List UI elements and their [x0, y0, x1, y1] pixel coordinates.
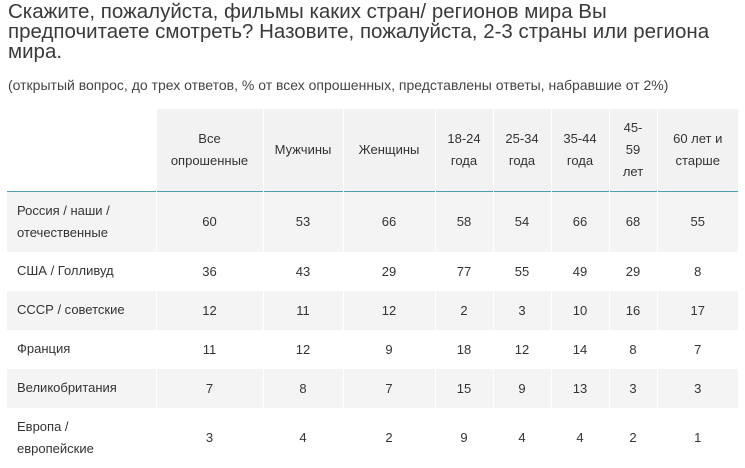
table-cell: 7 [656, 329, 738, 369]
column-header: Женщины [342, 109, 435, 192]
table-cell: 53 [262, 191, 343, 252]
table-cell: 7 [155, 368, 263, 408]
table-cell: 77 [434, 251, 493, 291]
row-label: США / Голливуд [7, 251, 156, 291]
table-cell: 13 [550, 368, 609, 408]
table-cell: 11 [155, 329, 263, 369]
column-header: Мужчины [262, 109, 343, 192]
table-cell: 7 [342, 368, 435, 408]
row-label: Великобритания [7, 368, 156, 408]
table-cell: 9 [434, 407, 493, 468]
table-cell: 9 [342, 329, 435, 369]
table-cell: 9 [492, 368, 551, 408]
table-cell: 66 [550, 191, 609, 252]
column-header: 60 лет и старше [656, 109, 738, 192]
table-cell: 2 [608, 407, 657, 468]
table-cell: 12 [155, 290, 263, 330]
table-cell: 8 [656, 251, 738, 291]
column-header: 35-44 года [550, 109, 609, 192]
table-cell: 3 [608, 368, 657, 408]
column-header: 18-24 года [434, 109, 493, 192]
table-row: Великобритания 7 8 7 15 9 13 3 3 [7, 368, 738, 408]
table-cell: 1 [656, 407, 738, 468]
table-cell: 55 [656, 191, 738, 252]
results-table: Все опрошенные Мужчины Женщины 18-24 год… [7, 109, 738, 468]
table-cell: 49 [550, 251, 609, 291]
table-cell: 3 [155, 407, 263, 468]
table-cell: 29 [342, 251, 435, 291]
question-note: (открытый вопрос, до трех ответов, % от … [8, 77, 669, 93]
table-cell: 12 [492, 329, 551, 369]
header-corner [7, 109, 156, 192]
table-cell: 14 [550, 329, 609, 369]
table-cell: 60 [155, 191, 263, 252]
table-cell: 2 [434, 290, 493, 330]
table-cell: 58 [434, 191, 493, 252]
table-cell: 54 [492, 191, 551, 252]
table-row: США / Голливуд 36 43 29 77 55 49 29 8 [7, 251, 738, 291]
table-cell: 66 [342, 191, 435, 252]
table-cell: 29 [608, 251, 657, 291]
table-row: Европа / европейские 3 4 2 9 4 4 2 1 [7, 407, 738, 468]
table-cell: 17 [656, 290, 738, 330]
table-cell: 4 [262, 407, 343, 468]
row-label: Россия / наши / отечественные [7, 191, 156, 252]
table-cell: 4 [550, 407, 609, 468]
column-header: 25-34 года [492, 109, 551, 192]
column-header: Все опрошенные [155, 109, 263, 192]
table-cell: 16 [608, 290, 657, 330]
table-cell: 15 [434, 368, 493, 408]
table-cell: 10 [550, 290, 609, 330]
table-cell: 18 [434, 329, 493, 369]
header-row: Все опрошенные Мужчины Женщины 18-24 год… [7, 109, 738, 192]
table-cell: 43 [262, 251, 343, 291]
table-cell: 3 [656, 368, 738, 408]
table-cell: 12 [342, 290, 435, 330]
table-cell: 36 [155, 251, 263, 291]
row-label: Франция [7, 329, 156, 369]
table-cell: 8 [608, 329, 657, 369]
row-label: СССР / советские [7, 290, 156, 330]
table-cell: 4 [492, 407, 551, 468]
table-cell: 3 [492, 290, 551, 330]
table-cell: 55 [492, 251, 551, 291]
table-row: Россия / наши / отечественные 60 53 66 5… [7, 191, 738, 252]
table-cell: 12 [262, 329, 343, 369]
column-header: 45-59 лет [608, 109, 657, 192]
table-cell: 2 [342, 407, 435, 468]
question-title: Скажите, пожалуйста, фильмы каких стран/… [8, 0, 710, 63]
table-cell: 11 [262, 290, 343, 330]
table-cell: 68 [608, 191, 657, 252]
table-row: Франция 11 12 9 18 12 14 8 7 [7, 329, 738, 369]
table-cell: 8 [262, 368, 343, 408]
table-row: СССР / советские 12 11 12 2 3 10 16 17 [7, 290, 738, 330]
row-label: Европа / европейские [7, 407, 156, 468]
